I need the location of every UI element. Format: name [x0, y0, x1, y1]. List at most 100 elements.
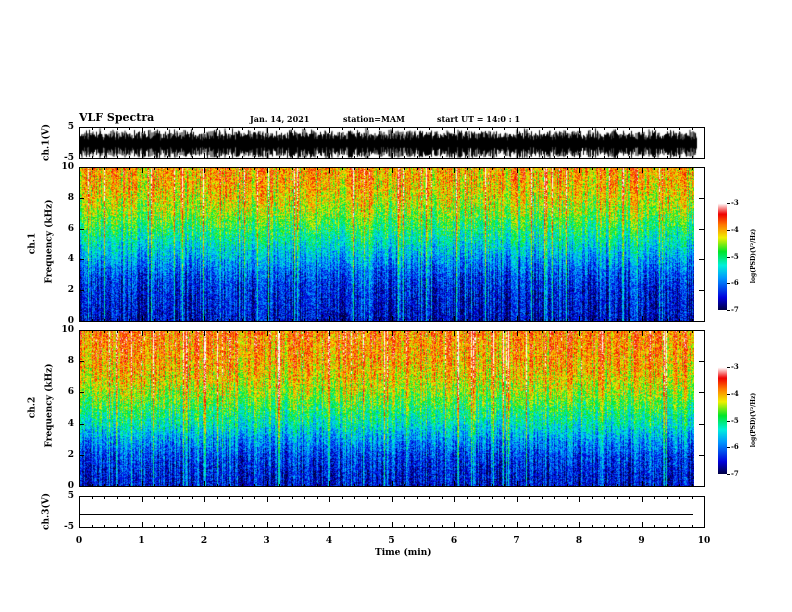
x-tick: [341, 319, 343, 322]
x-tick: [216, 156, 218, 159]
x-tick: [691, 319, 693, 322]
x-tick: [616, 484, 618, 487]
x-tick: [529, 156, 530, 159]
ch2-spectrogram-ylabel: Frequency (kHz): [44, 363, 55, 448]
x-tick: [179, 319, 180, 322]
y-tick-label: 10: [61, 162, 74, 172]
x-tick: [641, 127, 643, 133]
x-tick: [554, 127, 555, 130]
x-tick: [416, 319, 418, 322]
x-tick: [204, 127, 205, 133]
x-tick: [291, 127, 293, 130]
start-time-label: start UT = 14:0 : 1: [437, 114, 521, 124]
x-tick: [329, 127, 330, 133]
x-tick: [441, 484, 443, 487]
x-tick: [104, 525, 105, 528]
y-tick-label: 2: [67, 449, 74, 460]
colorbar-tick-label: -3: [731, 362, 739, 371]
x-tick: [154, 167, 155, 170]
x-tick: [454, 522, 455, 528]
x-tick: [679, 127, 680, 130]
x-tick: [491, 496, 493, 499]
x-tick: [454, 316, 455, 322]
x-tick: [266, 316, 268, 322]
x-tick: [141, 330, 143, 336]
x-tick: [616, 496, 618, 499]
y-tick-right: [699, 259, 704, 261]
x-tick: [366, 484, 368, 487]
x-tick: [129, 319, 130, 322]
x-tick: [266, 127, 268, 133]
x-tick: [629, 127, 630, 130]
x-tick: [504, 167, 505, 170]
x-tick: [91, 319, 93, 322]
x-tick: [666, 330, 668, 333]
x-tick: [266, 496, 268, 502]
colorbar-tick-label: -6: [731, 278, 739, 288]
x-tick: [679, 496, 680, 499]
x-tick: [191, 127, 193, 130]
x-tick: [141, 481, 143, 487]
x-tick: [266, 153, 268, 159]
x-tick: [104, 484, 105, 487]
x-tick: [566, 319, 568, 322]
x-tick: [504, 496, 505, 499]
x-tick: [129, 127, 130, 130]
x-tick: [329, 496, 330, 502]
x-tick: [604, 127, 605, 130]
x-tick: [504, 156, 505, 159]
x-tick: [604, 484, 605, 487]
x-tick: [304, 167, 305, 170]
y-tick: [79, 321, 84, 322]
colorbar-tick: [727, 447, 730, 449]
x-tick: [341, 167, 343, 170]
x-tick: [679, 484, 680, 487]
x-tick: [566, 496, 568, 499]
x-tick: [666, 496, 668, 499]
x-tick: [454, 127, 455, 133]
x-tick: [466, 525, 468, 528]
x-tick: [316, 167, 318, 170]
x-tick: [104, 330, 105, 333]
x-tick: [466, 156, 468, 159]
x-tick: [654, 127, 655, 130]
y-tick-right: [699, 290, 704, 292]
y-tick-label: 0: [67, 316, 74, 326]
colorbar-tick: [727, 393, 730, 395]
x-tick: [641, 316, 643, 322]
date-label: Jan. 14, 2021: [250, 114, 310, 124]
x-tick: [179, 525, 180, 528]
x-tick: [229, 127, 230, 130]
x-tick: [416, 496, 418, 499]
x-tick: [204, 330, 205, 336]
x-tick: [491, 156, 493, 159]
x-tick: [629, 496, 630, 499]
x-tick-label: 8: [575, 536, 583, 546]
y-tick-label: -5: [64, 522, 74, 532]
x-tick: [604, 319, 605, 322]
x-tick: [516, 316, 518, 322]
x-tick: [204, 496, 205, 502]
x-axis-label: Time (min): [375, 548, 432, 558]
x-tick: [579, 522, 580, 528]
x-tick: [516, 330, 518, 336]
x-tick: [329, 316, 330, 322]
x-tick: [179, 496, 180, 499]
x-tick: [166, 319, 168, 322]
x-tick: [91, 525, 93, 528]
colorbar-tick: [727, 474, 730, 475]
x-tick: [516, 127, 518, 133]
x-tick: [641, 153, 643, 159]
x-tick-label: 0: [75, 536, 83, 546]
x-tick: [666, 127, 668, 130]
x-tick: [366, 496, 368, 499]
y-tick-label: 6: [67, 387, 74, 398]
x-tick: [554, 167, 555, 170]
x-tick: [404, 484, 405, 487]
x-tick: [379, 127, 380, 130]
x-tick: [629, 484, 630, 487]
x-tick: [291, 484, 293, 487]
x-tick: [291, 319, 293, 322]
x-tick: [341, 330, 343, 333]
x-tick-label: 7: [513, 536, 520, 546]
